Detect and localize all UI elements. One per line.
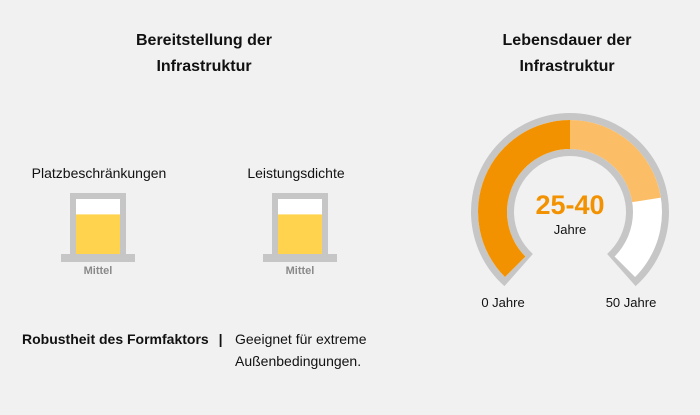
gauge-range-arc [570,119,661,203]
robustness-text-line1: Geeignet für extreme [235,331,367,347]
robustness-text: Geeignet für extreme Außenbedingungen. [235,328,367,372]
meter-density [263,193,337,262]
left-section-title: Bereitstellung der Infrastruktur [104,28,304,80]
left-title-line1: Bereitstellung der [135,32,273,49]
gauge-min-label: 0 Jahre [481,295,525,310]
robustness-label: Robustheit des Formfaktors [22,331,209,347]
meter-space-fill [76,214,120,254]
robustness-separator: | [218,331,223,347]
right-section-title: Lebensdauer der Infrastruktur [467,28,667,80]
gauge-progress-arc [478,120,570,278]
meter-level-space: Mittel [83,265,113,277]
right-title-line1: Lebensdauer der [502,32,632,49]
meter-label-density: Leistungsdichte [247,165,345,181]
meter-space [61,193,135,262]
robustness-text-line2: Außenbedingungen. [235,353,362,369]
meter-level-density: Mittel [285,265,315,277]
left-title-line2: Infrastruktur [156,58,252,75]
meter-label-space: Platzbeschränkungen [31,165,167,181]
gauge-max-label: 50 Jahre [605,295,657,310]
right-title-line2: Infrastruktur [519,58,615,75]
gauge-value: 25-40 [535,190,605,220]
robustness-row: Robustheit des Formfaktors | [22,328,223,350]
gauge-unit: Jahre [553,222,587,237]
meter-density-fill [278,214,322,254]
